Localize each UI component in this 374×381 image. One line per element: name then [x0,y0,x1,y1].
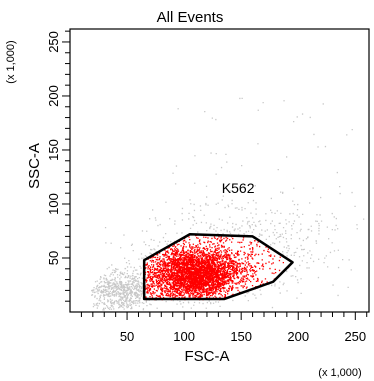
in-gate-events [144,234,290,301]
x-tick-label: 250 [344,329,366,344]
y-axis-unit: (x 1,000) [5,40,17,83]
chart-title: All Events [157,9,224,26]
y-axis-ticks: 50 100 150 200 250 [46,30,70,302]
x-tick-label: 200 [287,329,309,344]
x-tick-label: 100 [173,329,195,344]
event-points [91,97,365,311]
x-axis-unit: (x 1,000) [318,367,361,379]
y-tick-label: 150 [46,139,61,161]
y-tick-label: 250 [46,31,61,53]
gate-k562[interactable] [142,232,294,301]
out-of-gate-events [91,97,365,311]
x-axis-ticks: 50 100 150 200 250 [80,312,368,344]
x-tick-label: 150 [230,329,252,344]
x-axis-label: FSC-A [185,348,230,365]
gate-label: K562 [222,180,255,196]
y-axis-label: SSC-A [26,143,43,189]
x-tick-label: 50 [120,329,134,344]
plot-frame [69,28,370,313]
y-tick-label: 100 [46,193,61,215]
y-tick-label: 50 [46,251,61,265]
y-tick-label: 200 [46,85,61,107]
